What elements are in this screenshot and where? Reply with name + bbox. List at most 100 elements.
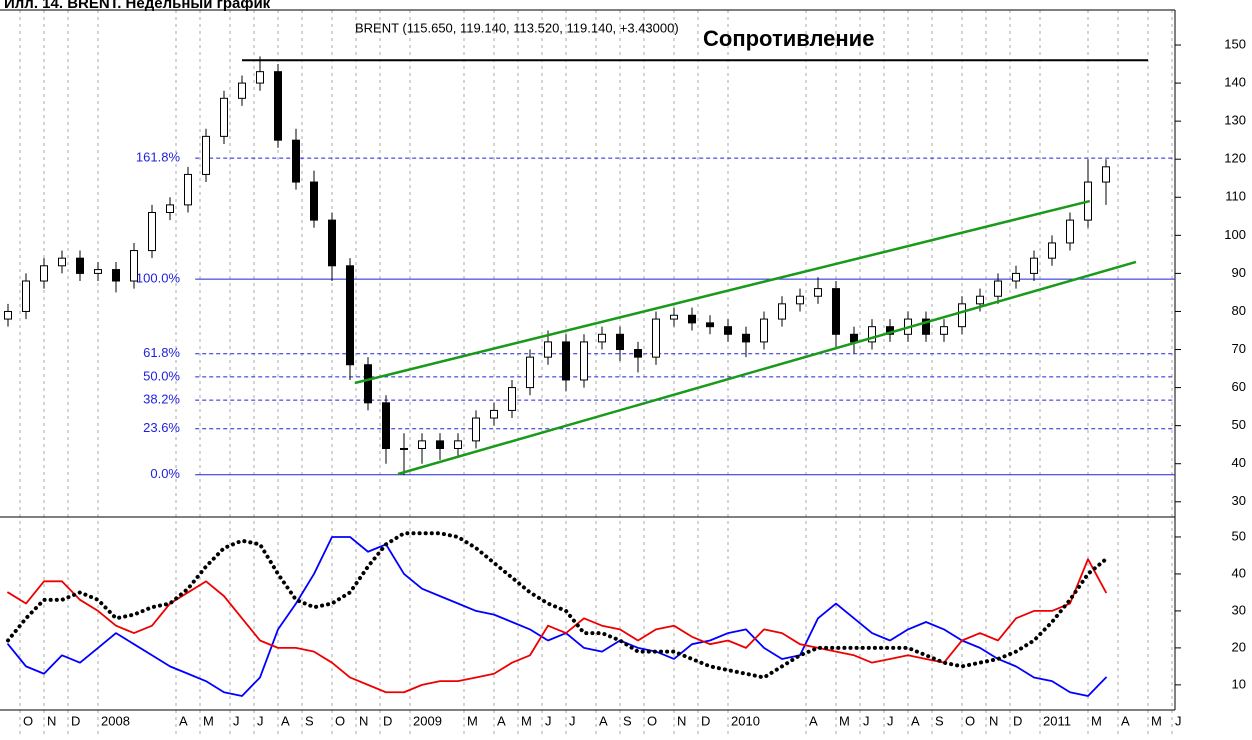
y-tick-label: 150: [1224, 36, 1246, 51]
candle-body: [526, 356, 534, 389]
candle-body: [346, 265, 354, 366]
x-tick-label: 2008: [101, 713, 130, 728]
candle-body: [292, 139, 300, 183]
candle-body: [868, 326, 876, 343]
x-tick-label: S: [305, 713, 314, 728]
y-tick-label: 30: [1232, 602, 1246, 617]
x-tick-label: 2011: [1043, 713, 1071, 728]
y-tick-label: 50: [1232, 528, 1246, 543]
candle-body: [976, 295, 984, 305]
candle-body: [310, 181, 318, 221]
x-tick-label: N: [359, 713, 368, 728]
y-tick-label: 60: [1232, 379, 1246, 394]
x-tick-label: S: [935, 713, 944, 728]
x-tick-label: J: [1175, 713, 1182, 728]
candle-body: [1102, 166, 1110, 183]
x-tick-label: 2010: [731, 713, 760, 728]
header: BRENT (115.650, 119.140, 113.520, 119.14…: [355, 20, 679, 35]
x-tick-label: S: [623, 713, 632, 728]
candle-body: [238, 82, 246, 99]
x-tick-label: M: [1091, 713, 1102, 728]
candle-body: [796, 295, 804, 305]
candle-body: [544, 341, 552, 358]
candle-body: [382, 402, 390, 449]
candle-body: [58, 257, 66, 267]
candle-body: [994, 280, 1002, 297]
x-tick-label: D: [1013, 713, 1022, 728]
x-tick-label: M: [467, 713, 478, 728]
candle-body: [454, 440, 462, 449]
candle-body: [922, 318, 930, 335]
candle-body: [1066, 219, 1074, 244]
fib-label: 50.0%: [143, 368, 180, 383]
y-tick-label: 90: [1232, 265, 1246, 280]
x-tick-label: 2009: [413, 713, 442, 728]
x-tick-label: A: [281, 713, 290, 728]
x-tick-label: D: [71, 713, 80, 728]
fib-label: 0.0%: [150, 466, 180, 481]
y-tick-label: 70: [1232, 341, 1246, 356]
candle-body: [724, 326, 732, 335]
candle-body: [274, 71, 282, 141]
candle-body: [22, 280, 30, 312]
x-tick-label: N: [677, 713, 686, 728]
candle-body: [40, 265, 48, 282]
channel-line: [397, 260, 1137, 476]
x-tick-label: M: [203, 713, 214, 728]
candle-body: [328, 219, 336, 267]
channel-line: [354, 199, 1091, 385]
candle-body: [364, 364, 372, 404]
x-tick-label: D: [383, 713, 392, 728]
candle-body: [562, 341, 570, 381]
x-tick-label: A: [599, 713, 608, 728]
candle-body: [742, 333, 750, 343]
page-title: Илл. 14. BRENT. Недельный график: [4, 0, 271, 12]
candle-body: [256, 71, 264, 84]
candle-body: [832, 288, 840, 335]
candle-body: [472, 417, 480, 442]
candle-body: [400, 447, 408, 450]
candle-body: [706, 322, 714, 328]
x-tick-label: M: [839, 713, 850, 728]
candle-body: [76, 257, 84, 274]
fib-label: 23.6%: [143, 420, 180, 435]
candle-body: [958, 303, 966, 328]
candle-body: [598, 333, 606, 343]
x-tick-label: N: [47, 713, 56, 728]
x-tick-label: J: [233, 713, 240, 728]
x-tick-label: J: [257, 713, 264, 728]
candle-body: [616, 333, 624, 351]
indicator-line: [7, 536, 1107, 697]
x-tick-label: J: [863, 713, 870, 728]
x-tick-label: J: [887, 713, 894, 728]
candle-body: [148, 211, 156, 252]
candle-body: [130, 250, 138, 282]
indicator-line: [6, 531, 1108, 680]
x-tick-label: A: [179, 713, 188, 728]
y-tick-label: 40: [1232, 565, 1246, 580]
candle-body: [670, 314, 678, 320]
candle-body: [580, 341, 588, 381]
candle-body: [490, 409, 498, 419]
candle-body: [184, 173, 192, 206]
fib-label: 161.8%: [136, 150, 181, 165]
candle-body: [634, 349, 642, 358]
x-tick-label: A: [809, 713, 818, 728]
x-tick-label: O: [647, 713, 657, 728]
y-tick-label: 40: [1232, 455, 1246, 470]
fib-label: 38.2%: [143, 392, 180, 407]
fib-label: 100.0%: [136, 271, 181, 286]
candle-body: [1048, 242, 1056, 259]
x-tick-label: A: [911, 713, 920, 728]
candle-body: [508, 387, 516, 411]
x-tick-label: A: [497, 713, 506, 728]
indicator-line: [7, 558, 1107, 694]
y-tick-label: 50: [1232, 417, 1246, 432]
x-tick-label: A: [1121, 713, 1130, 728]
candle-body: [418, 440, 426, 449]
candle-body: [1012, 272, 1020, 282]
candle-body: [220, 97, 228, 137]
candle-body: [112, 269, 120, 282]
candle-body: [778, 303, 786, 320]
